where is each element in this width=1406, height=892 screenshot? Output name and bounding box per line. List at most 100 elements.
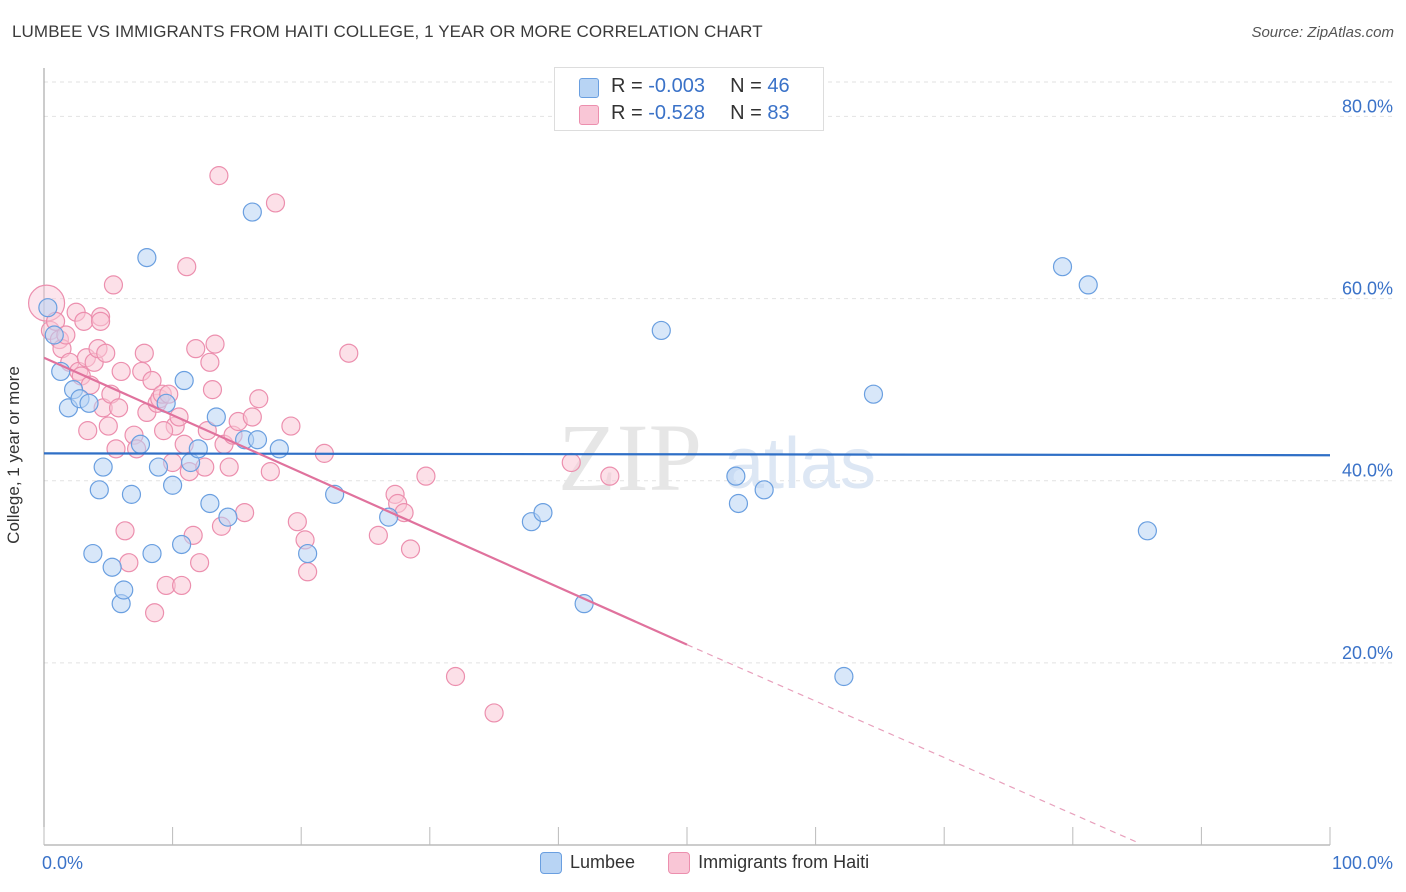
lumbee-point [163, 475, 183, 495]
y-tick-labels: 20.0% 40.0% 60.0% 80.0% [1342, 96, 1393, 662]
lumbee-point [754, 480, 774, 500]
lumbee-point [728, 493, 749, 514]
haiti-point [235, 502, 255, 523]
lumbee-point [79, 393, 99, 413]
lumbee-point [130, 434, 151, 454]
trend-lines [43, 356, 1331, 843]
lumbee-point [242, 202, 262, 222]
lumbee-point [834, 666, 854, 687]
watermark-atlas: atlas [724, 424, 876, 504]
stats-legend: R = -0.003 N = 46 R = -0.528 N = 83 [554, 67, 824, 131]
legend-label-lumbee: Lumbee [570, 852, 636, 872]
haiti-point [561, 452, 581, 473]
lumbee-point [1137, 521, 1157, 541]
grid-lines [44, 81, 1392, 664]
lumbee-point [863, 384, 884, 404]
lumbee-point [38, 298, 58, 318]
haiti-point [281, 416, 301, 436]
lumbee-swatch [579, 78, 599, 98]
n-label: N = [730, 102, 768, 124]
haiti-point [186, 339, 206, 359]
x-tick-label-max: 100.0% [1332, 853, 1393, 873]
haiti-point [90, 311, 111, 331]
lumbee-point [172, 534, 192, 555]
haiti-point [190, 553, 210, 573]
source-label: Source: ZipAtlas.com [1251, 24, 1394, 41]
lumbee-point [298, 543, 318, 564]
haiti-point [298, 562, 318, 582]
haiti-swatch [579, 105, 599, 125]
watermark: ZIP atlas [558, 404, 876, 511]
haiti-point [242, 407, 262, 427]
lumbee-point [1078, 275, 1098, 295]
lumbee-point [651, 320, 671, 341]
lumbee-point [218, 507, 238, 527]
haiti-point [74, 311, 94, 331]
haiti-point [205, 334, 225, 354]
lumbee-point [93, 457, 113, 477]
haiti-point [96, 343, 116, 363]
haiti-point [416, 466, 436, 486]
haiti-point [368, 525, 388, 545]
lumbee-point [533, 502, 553, 523]
haiti-point [200, 352, 220, 372]
haiti-point [111, 361, 131, 382]
lumbee-point [574, 594, 594, 614]
legend-label-haiti: Immigrants from Haiti [698, 852, 870, 872]
haiti-point [119, 553, 139, 573]
haiti-point [153, 421, 174, 441]
haiti-point [600, 466, 620, 486]
lumbee-point [200, 493, 220, 514]
watermark-zip: ZIP [558, 404, 702, 511]
lumbee-point [83, 543, 103, 564]
legend-item-haiti[interactable]: Immigrants from Haiti [668, 852, 870, 874]
lumbee-point [174, 370, 194, 391]
lumbee-point [148, 457, 169, 477]
legend-item-lumbee[interactable]: Lumbee [540, 852, 636, 874]
n-value-lumbee: 46 [767, 75, 790, 97]
lumbee-point [247, 430, 268, 450]
haiti-point [108, 398, 129, 418]
trend-line-haiti-extension [686, 644, 1138, 843]
haiti-point [400, 539, 421, 559]
r-value-lumbee: -0.003 [648, 75, 705, 97]
r-label: R = [611, 102, 649, 124]
lumbee-point [121, 484, 142, 504]
legend-swatch-haiti [668, 852, 691, 874]
legend-swatch-lumbee [540, 852, 562, 874]
haiti-point [172, 575, 192, 596]
lumbee-point [726, 466, 746, 486]
lumbee-point [188, 439, 208, 459]
axes [43, 68, 1331, 846]
haiti-point [177, 257, 197, 277]
x-tick-labels: 0.0% 100.0% [42, 853, 1393, 873]
lumbee-point [206, 407, 226, 427]
haiti-point [339, 343, 359, 363]
haiti-point [202, 380, 223, 400]
y-tick-label: 20.0% [1342, 643, 1393, 663]
r-value-haiti: -0.528 [648, 102, 705, 124]
lumbee-point [114, 580, 134, 600]
haiti-point [115, 521, 135, 541]
lumbee-point [44, 325, 64, 345]
lumbee-point [142, 543, 162, 564]
haiti-point [78, 421, 98, 441]
haiti-point [103, 275, 124, 295]
y-tick-label: 80.0% [1342, 96, 1393, 116]
haiti-point [144, 603, 165, 623]
haiti-point [484, 703, 504, 723]
lumbee-point [137, 247, 157, 268]
haiti-point [219, 457, 239, 477]
haiti-point [287, 512, 307, 532]
haiti-point [98, 416, 118, 436]
haiti-point [260, 462, 280, 482]
x-tick-label-min: 0.0% [42, 853, 83, 873]
series-legend: Lumbee Immigrants from Haiti [540, 852, 897, 874]
haiti-point [265, 193, 286, 213]
series-immigrants-from-haiti [27, 166, 620, 723]
lumbee-point [89, 480, 109, 500]
haiti-point [106, 439, 126, 459]
n-value-haiti: 83 [767, 102, 790, 124]
trend-line-lumbee [43, 452, 1331, 457]
